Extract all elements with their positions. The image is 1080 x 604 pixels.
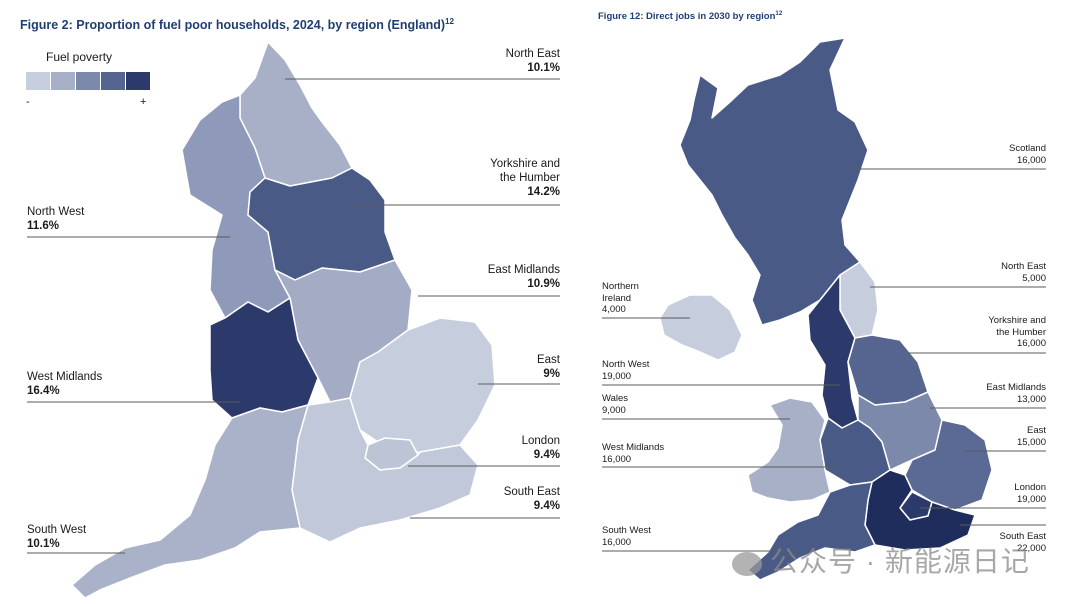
legend-swatch: [26, 72, 50, 90]
region-south-east: [291, 397, 479, 543]
label-west-midlands-left: West Midlands 16.4%: [27, 371, 103, 397]
region-south-west-uk: [747, 481, 876, 581]
legend-min-label: -: [26, 96, 30, 108]
region-wales: [747, 397, 831, 503]
region-northern-ireland: [659, 294, 743, 361]
region-south-west: [71, 404, 309, 599]
legend-swatch: [101, 72, 125, 90]
label-east-midlands-right: East Midlands 13,000: [986, 382, 1046, 405]
left-figure-title: Figure 2: Proportion of fuel poor househ…: [20, 17, 455, 33]
label-london-left: London 9.4%: [521, 435, 560, 461]
right-figure-title: Figure 12: Direct jobs in 2030 by region…: [598, 10, 783, 23]
label-east-left: East 9%: [536, 354, 560, 380]
legend-title: Fuel poverty: [46, 50, 113, 64]
legend-swatch: [126, 72, 150, 90]
label-north-east-left: North East 10.1%: [505, 48, 560, 74]
label-northern-ireland-right: Northern Ireland 4,000: [602, 281, 639, 315]
label-south-east-right: South East 22,000: [999, 531, 1046, 554]
label-scotland-right: Scotland 16,000: [1009, 143, 1046, 166]
label-yorkshire-right: Yorkshire and the Humber 16,000: [988, 315, 1046, 349]
region-west-midlands: [209, 297, 319, 419]
label-london-right: London 19,000: [1014, 482, 1046, 505]
label-wales-right: Wales 9,000: [602, 393, 629, 416]
label-east-right: East 15,000: [1016, 425, 1046, 448]
label-west-midlands-right: West Midlands 16,000: [602, 442, 665, 465]
legend-max-label: +: [140, 96, 147, 108]
label-south-east-left: South East 9.4%: [503, 486, 560, 512]
watermark: 公众号 · 新能源日记: [732, 540, 1030, 580]
legend-color-scale: [26, 72, 151, 90]
label-yorkshire-left: Yorkshire and the Humber 14.2%: [490, 158, 560, 198]
label-south-west-left: South West 10.1%: [27, 524, 87, 550]
legend-swatch: [51, 72, 75, 90]
label-south-west-right: South West 16,000: [602, 525, 651, 548]
label-north-east-right: North East 5,000: [1001, 261, 1046, 284]
label-east-midlands-left: East Midlands 10.9%: [487, 264, 560, 290]
region-yorkshire-uk: [847, 334, 929, 406]
legend-swatch: [76, 72, 100, 90]
wechat-icon: [732, 551, 762, 576]
label-north-west-right: North West 19,000: [602, 359, 650, 382]
label-north-west-left: North West 11.6%: [27, 206, 85, 232]
